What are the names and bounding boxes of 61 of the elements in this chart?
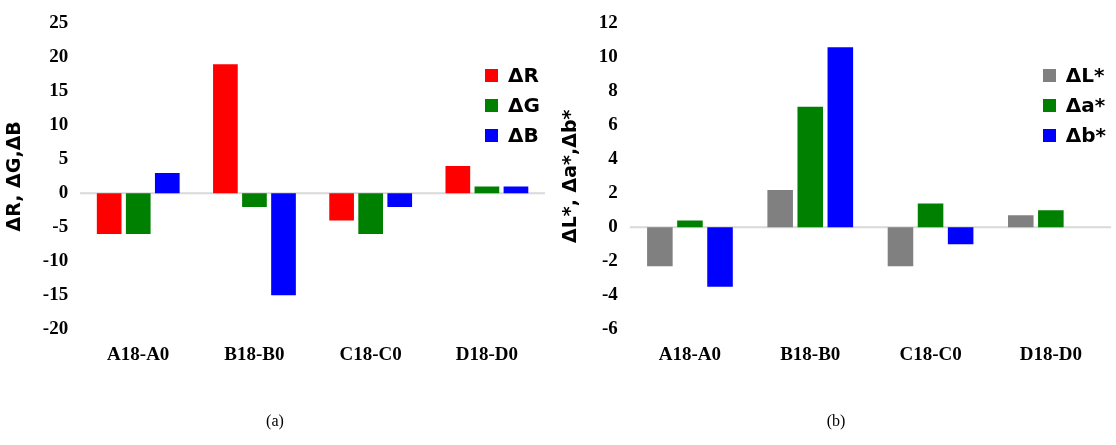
bar bbox=[917, 203, 944, 228]
y-tick-label: 6 bbox=[608, 113, 618, 135]
bar bbox=[358, 193, 384, 235]
y-tick-label: 2 bbox=[608, 181, 618, 203]
bar bbox=[96, 193, 122, 235]
legend-label: ΔL* bbox=[1065, 63, 1105, 87]
bar bbox=[271, 193, 296, 296]
bar bbox=[154, 172, 180, 194]
bar bbox=[947, 227, 974, 245]
y-tick-label: -5 bbox=[52, 215, 69, 237]
y-axis-title: ΔR, ΔG,ΔB bbox=[2, 121, 25, 232]
y-tick-label: -2 bbox=[601, 249, 618, 271]
y-tick-label: 4 bbox=[608, 147, 619, 169]
x-tick-label: B18-B0 bbox=[780, 342, 841, 364]
x-tick-label: D18-D0 bbox=[1019, 342, 1082, 364]
bar bbox=[647, 227, 673, 267]
x-tick-label: B18-B0 bbox=[224, 342, 285, 364]
text: (a) bbox=[265, 412, 285, 430]
y-axis-title: ΔL*, Δa*,Δb* bbox=[558, 109, 581, 244]
bar bbox=[677, 220, 703, 228]
y-tick-label: 10 bbox=[49, 113, 69, 135]
bar bbox=[767, 189, 793, 228]
y-tick-label: -6 bbox=[601, 317, 618, 339]
x-tick-label: A18-A0 bbox=[107, 342, 170, 364]
text: (b) bbox=[825, 412, 847, 430]
y-tick-label: 0 bbox=[608, 215, 618, 237]
y-tick-label: 15 bbox=[49, 79, 69, 101]
y-tick-label: 12 bbox=[598, 11, 618, 33]
y-tick-label: 5 bbox=[58, 147, 69, 169]
y-tick-label: 0 bbox=[58, 181, 69, 203]
y-tick-label: -10 bbox=[42, 249, 69, 271]
bar bbox=[329, 193, 354, 221]
legend-label: ΔR bbox=[508, 63, 539, 87]
y-tick-label: -15 bbox=[42, 283, 69, 305]
legend-label: ΔB bbox=[508, 123, 539, 147]
x-tick-label: D18-D0 bbox=[455, 342, 519, 364]
legend-label: Δa* bbox=[1065, 93, 1106, 117]
bar bbox=[474, 186, 500, 194]
y-tick-label: 10 bbox=[598, 45, 618, 67]
bar bbox=[387, 193, 413, 207]
bar bbox=[242, 193, 267, 207]
x-tick-label: C18-C0 bbox=[339, 342, 402, 364]
bar bbox=[827, 47, 854, 228]
bar bbox=[1038, 210, 1064, 228]
x-tick-label: C18-C0 bbox=[899, 342, 962, 364]
bar bbox=[707, 227, 733, 287]
bar bbox=[503, 186, 529, 194]
legend-label: ΔG bbox=[508, 93, 540, 117]
y-tick-label: 25 bbox=[49, 11, 69, 33]
bar bbox=[887, 227, 914, 267]
y-tick-label: -20 bbox=[42, 317, 69, 339]
bar bbox=[445, 166, 471, 194]
bar bbox=[125, 193, 151, 235]
y-tick-label: 8 bbox=[608, 79, 618, 101]
bar bbox=[797, 106, 824, 228]
x-tick-label: A18-A0 bbox=[658, 342, 722, 364]
bar bbox=[1007, 215, 1034, 228]
y-tick-label: -4 bbox=[601, 283, 619, 305]
bar bbox=[213, 64, 238, 194]
y-tick-label: 20 bbox=[49, 45, 69, 67]
legend-label: Δb* bbox=[1065, 123, 1106, 147]
